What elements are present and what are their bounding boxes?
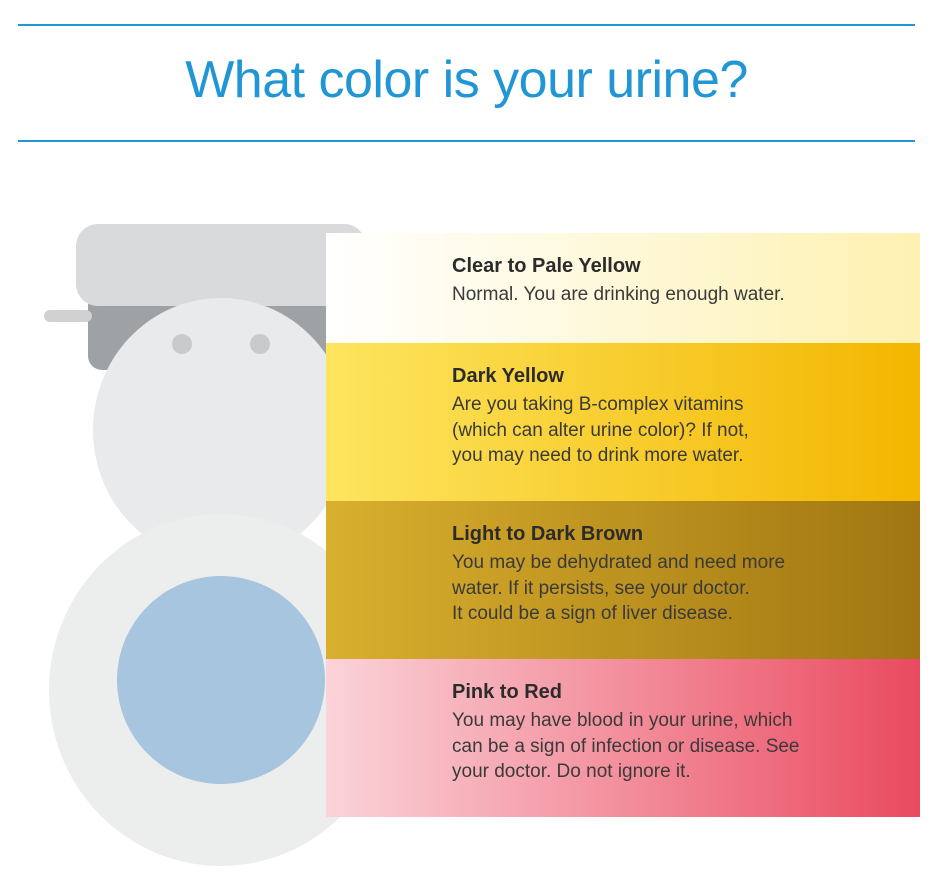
- band-heading: Pink to Red: [452, 681, 890, 704]
- band-clear-pale-yellow: Clear to Pale Yellow Normal. You are dri…: [326, 233, 920, 343]
- band-desc: Are you taking B-complex vitamins (which…: [452, 392, 890, 469]
- band-heading: Clear to Pale Yellow: [452, 255, 890, 278]
- band-light-dark-brown: Light to Dark Brown You may be dehydrate…: [326, 501, 920, 659]
- band-dark-yellow: Dark Yellow Are you taking B-complex vit…: [326, 343, 920, 501]
- band-heading: Dark Yellow: [452, 365, 890, 388]
- color-bands: Clear to Pale Yellow Normal. You are dri…: [326, 233, 920, 817]
- band-pink-red: Pink to Red You may have blood in your u…: [326, 659, 920, 817]
- band-desc: You may be dehydrated and need more wate…: [452, 550, 890, 627]
- band-heading: Light to Dark Brown: [452, 523, 890, 546]
- band-desc: Normal. You are drinking enough water.: [452, 282, 890, 308]
- rule-bottom: [18, 140, 915, 142]
- band-desc: You may have blood in your urine, which …: [452, 708, 890, 785]
- rule-top: [18, 24, 915, 26]
- page-title: What color is your urine?: [0, 50, 933, 110]
